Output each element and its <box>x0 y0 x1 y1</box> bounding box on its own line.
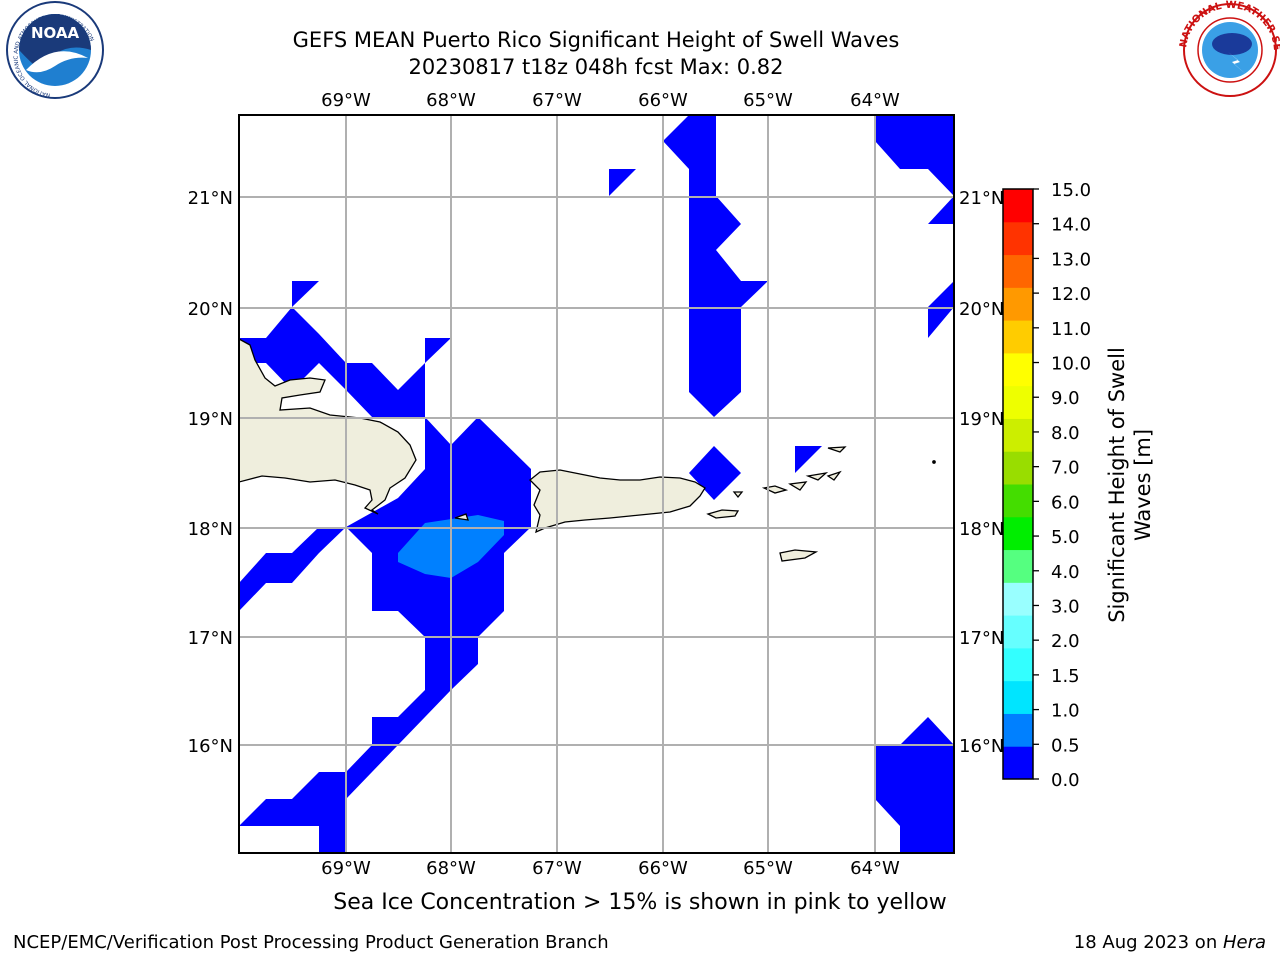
colorbar-swatch <box>1003 254 1033 288</box>
lat-label-right: 21°N <box>959 188 1004 209</box>
lat-label-right: 16°N <box>959 736 1004 757</box>
nws-ring-text: NATIONAL WEATHER SERVICE <box>0 0 1280 51</box>
colorbar-tick-label: 2.0 <box>1051 631 1080 652</box>
land-tortola <box>805 471 829 481</box>
chart-title: GEFS MEAN Puerto Rico Significant Height… <box>292 28 900 52</box>
lon-label-bottom: 67°W <box>532 858 582 879</box>
colorbar-tick-label: 1.5 <box>1051 666 1080 687</box>
lat-label-right: 19°N <box>959 409 1004 430</box>
colorbar-swatch <box>1003 385 1033 419</box>
land-masses <box>239 338 936 562</box>
colorbar-frame <box>1002 188 1034 780</box>
lon-label-bottom: 65°W <box>743 858 793 879</box>
colorbar-swatch <box>1003 615 1033 649</box>
colorbar-swatch <box>1003 189 1033 223</box>
noaa-logo: NOAA NATIONAL OCEANIC AND ATMOSPHERIC AD… <box>6 1 104 99</box>
noaa-logo-text: NOAA <box>31 24 80 42</box>
lat-label-left: 17°N <box>188 628 233 649</box>
colorbar-tick-label: 7.0 <box>1051 458 1080 479</box>
footer-credit: NCEP/EMC/Verification Post Processing Pr… <box>13 932 609 953</box>
colorbar-swatch <box>1003 582 1033 616</box>
lat-label-left: 19°N <box>188 409 233 430</box>
colorbar-tick-label: 12.0 <box>1051 284 1091 305</box>
map-gridlines <box>239 115 954 853</box>
land-st-john <box>788 481 808 491</box>
sea-ice-note: Sea Ice Concentration > 15% is shown in … <box>333 890 947 915</box>
land-culebra <box>732 491 744 499</box>
colorbar-swatch <box>1003 680 1033 714</box>
footer-date-text: 18 Aug 2023 on <box>1073 932 1223 953</box>
colorbar-tick-label: 15.0 <box>1051 180 1091 201</box>
colorbar: 0.0 0.5 1.0 1.5 2.0 3.0 4.0 5.0 6.0 7.0 8.0 9.0 10.0… <box>1002 180 1155 791</box>
colorbar-swatch <box>1003 647 1033 682</box>
colorbar-tick-label: 14.0 <box>1051 215 1091 236</box>
lat-labels-left: 21°N 20°N 19°N 18°N 17°N 16°N <box>188 188 233 757</box>
colorbar-tick-label: 4.0 <box>1051 562 1080 583</box>
footer-host: Hera <box>1222 932 1266 953</box>
lat-label-left: 21°N <box>188 188 233 209</box>
colorbar-swatch <box>1003 516 1033 551</box>
lon-label-top: 66°W <box>638 90 688 111</box>
lat-label-left: 18°N <box>188 519 233 540</box>
colorbar-swatches <box>1003 189 1033 780</box>
lon-labels-top: 69°W 68°W 67°W 66°W 65°W 64°W <box>321 90 900 111</box>
lon-label-top: 68°W <box>426 90 476 111</box>
nws-logo: NATIONAL WEATHER SERVICE <box>0 0 1280 97</box>
land-vieques <box>706 509 740 519</box>
colorbar-ticks: 0.0 0.5 1.0 1.5 2.0 3.0 4.0 5.0 6.0 7.0 8.0 9.0 10.0… <box>1033 180 1091 791</box>
colorbar-tick-label: 9.0 <box>1051 388 1080 409</box>
map-area <box>238 114 955 854</box>
colorbar-swatch <box>1003 221 1033 256</box>
land-virgin-gorda <box>826 470 842 481</box>
colorbar-label-line2: Waves [m] <box>1131 429 1155 541</box>
colorbar-tick-label: 5.0 <box>1051 527 1080 548</box>
colorbar-swatch <box>1003 287 1033 321</box>
land-st-thomas <box>761 485 789 494</box>
lon-label-bottom: 69°W <box>321 858 371 879</box>
colorbar-tick-label: 10.0 <box>1051 354 1091 375</box>
lat-label-right: 20°N <box>959 299 1004 320</box>
colorbar-swatch <box>1003 746 1033 780</box>
svg-text:NATIONAL WEATHER SERVICE: NATIONAL WEATHER SERVICE <box>0 0 1280 51</box>
colorbar-tick-label: 3.0 <box>1051 596 1080 617</box>
colorbar-tick-label: 8.0 <box>1051 423 1080 444</box>
lon-label-top: 64°W <box>850 90 900 111</box>
colorbar-swatch <box>1003 418 1033 452</box>
lon-label-top: 65°W <box>743 90 793 111</box>
colorbar-tick-label: 13.0 <box>1051 249 1091 270</box>
lon-label-bottom: 68°W <box>426 858 476 879</box>
colorbar-tick-label: 11.0 <box>1051 319 1091 340</box>
lat-labels-right: 21°N 20°N 19°N 18°N 17°N 16°N <box>959 188 1004 757</box>
lat-label-left: 20°N <box>188 299 233 320</box>
lon-labels-bottom: 69°W 68°W 67°W 66°W 65°W 64°W <box>321 858 900 879</box>
land-anegada <box>827 446 847 453</box>
colorbar-swatch <box>1003 320 1033 354</box>
colorbar-tick-label: 0.0 <box>1051 770 1080 791</box>
map-frame <box>238 114 955 854</box>
colorbar-swatch <box>1003 713 1033 747</box>
colorbar-swatch <box>1003 451 1033 485</box>
colorbar-label-line1: Significant Height of Swell <box>1105 347 1129 623</box>
colorbar-swatch <box>1003 352 1033 387</box>
lon-label-top: 67°W <box>532 90 582 111</box>
land-st-croix <box>779 549 819 562</box>
colorbar-tick-label: 0.5 <box>1051 735 1080 756</box>
lat-label-right: 18°N <box>959 519 1004 540</box>
lat-label-right: 17°N <box>959 628 1004 649</box>
lon-label-top: 69°W <box>321 90 371 111</box>
lat-label-left: 16°N <box>188 736 233 757</box>
land-mona <box>454 513 469 521</box>
lon-label-bottom: 66°W <box>638 858 688 879</box>
colorbar-swatch <box>1003 549 1033 583</box>
colorbar-swatch <box>1003 484 1033 518</box>
colorbar-tick-label: 6.0 <box>1051 492 1080 513</box>
land-puerto-rico <box>529 469 706 534</box>
footer-date: 18 Aug 2023 on Hera <box>1074 932 1266 953</box>
colorbar-tick-label: 1.0 <box>1051 701 1080 722</box>
lon-label-bottom: 64°W <box>850 858 900 879</box>
chart-subtitle: 20230817 t18z 048h fcst Max: 0.82 <box>408 55 784 79</box>
